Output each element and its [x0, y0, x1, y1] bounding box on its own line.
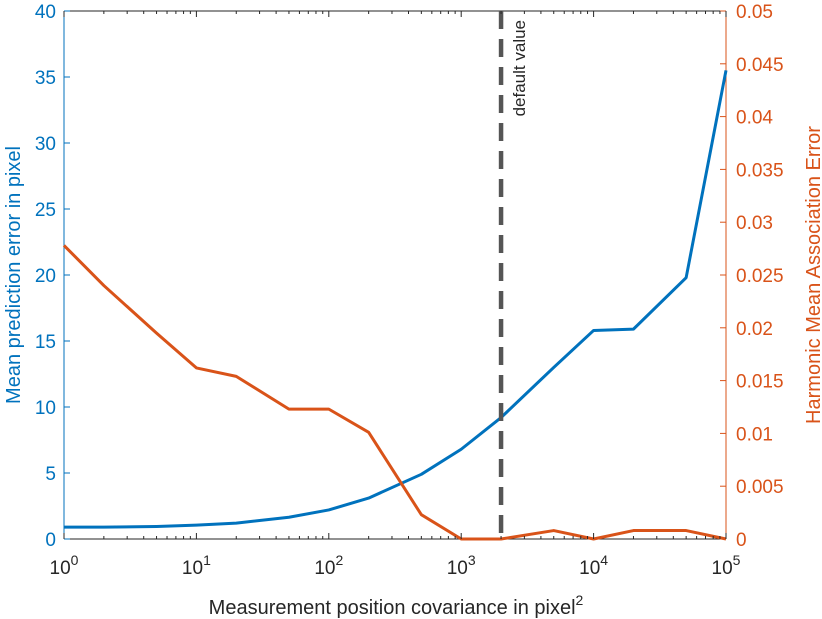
y-left-tick-label: 10 — [35, 398, 56, 419]
y-right-tick-label: 0.04 — [736, 108, 773, 129]
series-line-left — [64, 70, 728, 529]
y-right-tick-label: 0.025 — [736, 266, 784, 287]
x-tick-exponent: 0 — [71, 552, 79, 568]
x-tick-exponent: 5 — [733, 552, 741, 568]
x-tick-exponent: 3 — [468, 552, 476, 568]
y-left-tick-label: 20 — [35, 266, 56, 287]
x-axis-label: Measurement position covariance in pixel… — [209, 592, 584, 619]
y-right-tick-label: 0.03 — [736, 213, 773, 234]
y-right-tick-label: 0 — [736, 530, 747, 551]
y-axis-left: 0 5 10 15 20 25 30 35 40 — [35, 2, 70, 551]
x-tick-base: 10 — [314, 558, 335, 579]
y-right-tick-label: 0.02 — [736, 319, 773, 340]
x-tick-label: 100 — [50, 552, 79, 579]
x-tick-label: 103 — [447, 552, 476, 579]
y-axis-left-label: Mean prediction error in pixel — [3, 146, 25, 404]
x-axis-label-sup: 2 — [576, 592, 584, 608]
x-tick-label: 101 — [182, 552, 211, 579]
y-right-tick-label: 0.035 — [736, 160, 784, 181]
annotation-layer: default value — [498, 11, 529, 539]
y-right-tick-label: 0.01 — [736, 424, 773, 445]
x-tick-base: 10 — [182, 558, 203, 579]
annotation-label: default value — [510, 20, 529, 116]
y-right-tick-label: 0.005 — [736, 477, 784, 498]
y-axis-right: 0 0.005 0.01 0.015 0.02 0.025 0.03 0.035 0.04 0.0… — [720, 2, 784, 551]
series-layer — [62, 70, 728, 541]
x-tick-base: 10 — [579, 558, 600, 579]
series-line-right — [62, 244, 727, 541]
y-left-tick-label: 30 — [35, 134, 56, 155]
y-right-tick-label: 0.015 — [736, 372, 784, 393]
x-axis: 100 101 102 103 104 105 — [50, 11, 741, 579]
x-axis-label-text: Measurement position covariance in pixel — [209, 597, 576, 619]
x-tick-label: 104 — [579, 552, 608, 579]
y-left-tick-label: 40 — [35, 2, 56, 23]
x-tick-exponent: 2 — [335, 552, 343, 568]
x-tick-base: 10 — [50, 558, 71, 579]
y-left-tick-label: 0 — [45, 530, 56, 551]
x-tick-base: 10 — [447, 558, 468, 579]
y-right-tick-label: 0.05 — [736, 2, 773, 23]
x-tick-exponent: 4 — [600, 552, 608, 568]
x-tick-base: 10 — [712, 558, 733, 579]
y-left-tick-label: 15 — [35, 332, 56, 353]
y-axis-right-label: Harmonic Mean Association Error — [803, 126, 822, 424]
x-tick-label: 102 — [314, 552, 343, 579]
plot-area — [63, 10, 727, 540]
x-tick-label: 105 — [712, 552, 741, 579]
y-left-tick-label: 5 — [45, 464, 56, 485]
x-tick-exponent: 1 — [203, 552, 211, 568]
y-right-tick-label: 0.045 — [736, 55, 784, 76]
y-left-tick-label: 35 — [35, 68, 56, 89]
y-left-tick-label: 25 — [35, 200, 56, 221]
